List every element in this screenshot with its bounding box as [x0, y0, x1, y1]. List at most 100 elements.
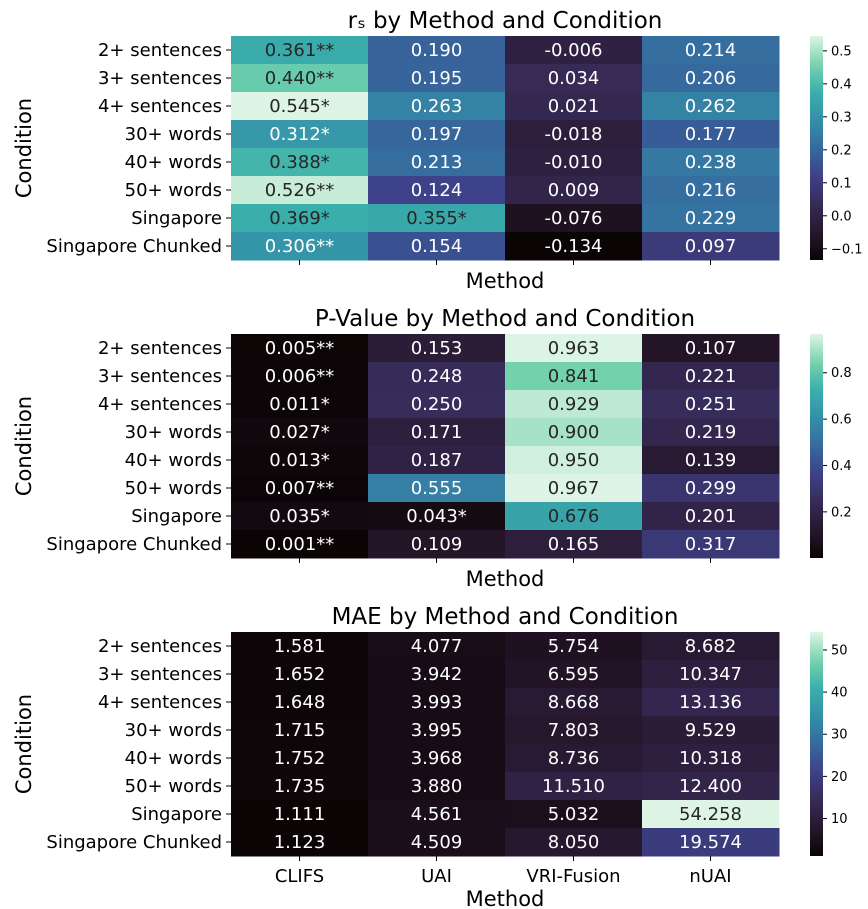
heatmap-panel: rₛ by Method and Condition 0.361** 0.190 -0…: [12, 8, 863, 293]
cell-value-label: 0.201: [685, 506, 737, 527]
cell-value-label: 0.195: [411, 68, 463, 89]
y-axis-label: Condition: [12, 396, 36, 496]
cell-value-label: 5.032: [548, 804, 600, 825]
cell-value-label: 8.682: [685, 636, 737, 657]
heatmap-cell: [505, 660, 643, 689]
cell-value-label: 54.258: [679, 804, 742, 825]
heatmap-cell: [231, 744, 369, 773]
cell-value-label: 0.317: [685, 534, 737, 555]
cell-value-label: 0.306**: [265, 236, 335, 257]
cell-value-label: 0.676: [548, 506, 600, 527]
heatmap-cell: [368, 232, 506, 261]
cell-value-label: 0.963: [548, 338, 600, 359]
heatmap-cell: [231, 36, 369, 65]
cell-value-label: 0.171: [411, 422, 463, 443]
heatmap-cell: [642, 660, 780, 689]
heatmap-cell: [368, 530, 506, 559]
heatmap-cell: [505, 64, 643, 93]
y-tick-label: Singapore: [131, 506, 222, 527]
cell-value-label: 0.034: [548, 68, 600, 89]
cell-value-label: 0.009: [548, 180, 600, 201]
cell-value-label: 0.107: [685, 338, 737, 359]
cell-value-label: 3.993: [411, 692, 463, 713]
heatmap-cell: [642, 362, 780, 391]
y-tick-label: 50+ words: [125, 478, 222, 499]
cell-value-label: 0.006**: [265, 366, 335, 387]
cell-value-label: 8.050: [548, 832, 600, 853]
heatmap-panel: P-Value by Method and Condition 0.005** 0.…: [12, 306, 852, 591]
heatmap-cell: [642, 744, 780, 773]
heatmap-cell: [505, 716, 643, 745]
cell-value-label: 12.400: [679, 776, 742, 797]
heatmap-cell: [505, 828, 643, 857]
y-tick-label: Singapore: [131, 208, 222, 229]
cell-value-label: 6.595: [548, 664, 600, 685]
chart-title: rₛ by Method and Condition: [348, 8, 663, 34]
heatmap-cell: [231, 362, 369, 391]
cell-value-label: 0.545*: [269, 96, 330, 117]
heatmap-cell: [231, 772, 369, 801]
y-tick-label: 4+ sentences: [98, 692, 222, 713]
cell-value-label: 0.005**: [265, 338, 335, 359]
cell-value-label: 0.250: [411, 394, 463, 415]
cell-value-label: 0.109: [411, 534, 463, 555]
heatmap-cell: [368, 502, 506, 531]
heatmap-cell: [231, 204, 369, 233]
cell-value-label: 0.251: [685, 394, 737, 415]
heatmap-cell: [368, 64, 506, 93]
cell-value-label: 0.950: [548, 450, 600, 471]
heatmap-cell: [368, 36, 506, 65]
y-tick-label: 2+ sentences: [98, 636, 222, 657]
cell-value-label: 0.440**: [265, 68, 335, 89]
heatmap-cell: [368, 828, 506, 857]
heatmap-cell: [231, 148, 369, 177]
cell-value-label: 0.021: [548, 96, 600, 117]
cell-value-label: 0.355*: [406, 208, 467, 229]
colorbar: [810, 334, 823, 558]
heatmap-cell: [642, 418, 780, 447]
colorbar-tick-label: 50: [831, 643, 848, 658]
y-tick-label: 40+ words: [125, 450, 222, 471]
cell-value-label: 0.027*: [269, 422, 330, 443]
colorbar-tick-label: 30: [831, 728, 848, 743]
heatmap-cell: [505, 36, 643, 65]
heatmap-cell: [505, 744, 643, 773]
heatmap-cell: [231, 828, 369, 857]
heatmap-cell: [231, 632, 369, 661]
heatmap-cell: [505, 418, 643, 447]
colorbar-tick-label: 40: [831, 686, 848, 701]
colorbar-tick-label: 0.1: [831, 176, 852, 191]
heatmap-cell: [642, 716, 780, 745]
y-tick-label: Singapore Chunked: [46, 832, 222, 853]
cell-value-label: 13.136: [679, 692, 742, 713]
heatmap-cell: [231, 64, 369, 93]
cell-value-label: 0.238: [685, 152, 737, 173]
chart-title: P-Value by Method and Condition: [315, 306, 695, 332]
heatmap-cell: [368, 92, 506, 121]
heatmap-cell: [231, 660, 369, 689]
cell-value-label: 0.035*: [269, 506, 330, 527]
cell-value-label: 0.206: [685, 68, 737, 89]
cell-value-label: 3.995: [411, 720, 463, 741]
cell-value-label: 4.509: [411, 832, 463, 853]
cell-value-label: 0.219: [685, 422, 737, 443]
cell-value-label: 0.262: [685, 96, 737, 117]
heatmap-cell: [368, 474, 506, 503]
heatmap-cell: [231, 334, 369, 363]
cell-value-label: 0.187: [411, 450, 463, 471]
y-tick-label: Singapore Chunked: [46, 534, 222, 555]
y-axis-label: Condition: [12, 98, 36, 198]
cell-value-label: -0.006: [544, 40, 602, 61]
heatmap-cell: [231, 502, 369, 531]
cell-value-label: -0.134: [544, 236, 602, 257]
cell-value-label: 8.736: [548, 748, 600, 769]
y-tick-label: 50+ words: [125, 180, 222, 201]
cell-value-label: 10.347: [679, 664, 742, 685]
cell-value-label: 0.213: [411, 152, 463, 173]
heatmap-cell: [505, 446, 643, 475]
heatmap-cell: [231, 474, 369, 503]
x-tick-label: nUAI: [689, 866, 731, 887]
cell-value-label: 9.529: [685, 720, 737, 741]
cell-value-label: -0.076: [544, 208, 602, 229]
y-tick-label: 30+ words: [125, 422, 222, 443]
